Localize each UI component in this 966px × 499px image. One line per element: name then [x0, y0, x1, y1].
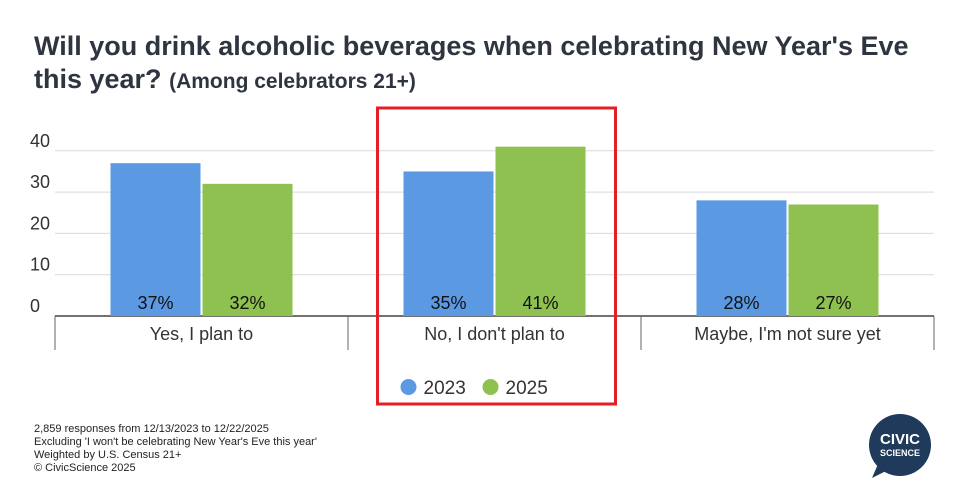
civicscience-logo: CIVIC SCIENCE — [869, 414, 931, 478]
footnote: 2,859 responses from 12/13/2023 to 12/22… — [34, 423, 269, 435]
footnote: Excluding 'I won't be celebrating New Ye… — [34, 436, 317, 448]
bar-chart: 0 10 20 30 40 37% 32% Yes, I plan to 35% 41% No, I… — [30, 106, 935, 406]
footnote: Weighted by U.S. Census 21+ — [34, 449, 182, 461]
bar-2025 — [495, 146, 586, 316]
data-label: 41% — [522, 293, 558, 313]
chart-title: Will you drink alcoholic beverages when … — [34, 30, 934, 98]
category-label: Maybe, I'm not sure yet — [694, 324, 881, 344]
y-tick-label: 20 — [30, 213, 50, 233]
chart-subtitle: (Among celebrators 21+) — [169, 70, 416, 93]
category-label: Yes, I plan to — [150, 324, 253, 344]
title-text: Will you drink alcoholic beverages when … — [34, 31, 909, 94]
highlight-box — [376, 106, 617, 406]
logo-text-civic: CIVIC — [880, 431, 920, 448]
data-label: 32% — [229, 293, 265, 313]
footnote: © CivicScience 2025 — [34, 462, 136, 474]
bar-2023 — [696, 200, 787, 316]
legend-marker-2025 — [482, 379, 499, 395]
bar-2023 — [110, 163, 201, 316]
data-label: 37% — [137, 293, 173, 313]
y-tick-label: 0 — [30, 296, 40, 316]
legend-label: 2023 — [424, 378, 466, 399]
legend-marker-2023 — [400, 379, 417, 395]
category-label: No, I don't plan to — [424, 324, 565, 344]
legend-label: 2025 — [506, 378, 548, 399]
bar-2025 — [788, 204, 879, 316]
data-label: 28% — [723, 293, 759, 313]
data-label: 27% — [815, 293, 851, 313]
bar-2025 — [202, 183, 293, 316]
y-tick-label: 40 — [30, 131, 50, 151]
y-tick-label: 10 — [30, 255, 50, 275]
logo-badge — [869, 414, 931, 476]
footnotes: 2,859 responses from 12/13/2023 to 12/22… — [34, 423, 317, 475]
logo-tail — [872, 464, 888, 478]
data-label: 35% — [430, 293, 466, 313]
logo-text-science: SCIENCE — [880, 448, 920, 458]
bar-2023 — [403, 171, 494, 316]
y-tick-label: 30 — [30, 172, 50, 192]
